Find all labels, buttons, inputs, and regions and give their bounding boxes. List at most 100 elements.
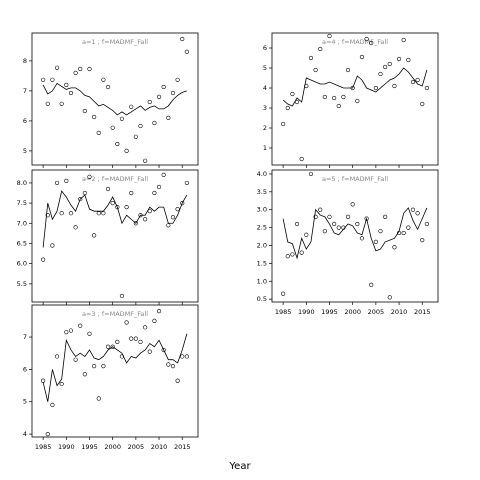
data-point bbox=[327, 33, 332, 39]
data-point bbox=[64, 330, 69, 335]
data-point bbox=[281, 291, 286, 296]
data-point bbox=[105, 344, 111, 349]
data-point bbox=[54, 354, 60, 359]
data-point bbox=[345, 67, 351, 73]
data-point bbox=[308, 171, 314, 177]
data-point bbox=[175, 77, 180, 82]
data-point bbox=[92, 233, 97, 238]
fit-line bbox=[42, 190, 188, 248]
x-tick-label: 2010 bbox=[391, 308, 408, 316]
y-tick-label: 6.5 bbox=[17, 239, 27, 247]
data-point bbox=[156, 94, 162, 99]
data-point bbox=[73, 357, 78, 362]
data-point bbox=[59, 101, 64, 106]
data-point bbox=[143, 217, 148, 222]
data-point bbox=[415, 77, 420, 83]
data-point bbox=[96, 130, 101, 135]
data-point bbox=[78, 323, 83, 328]
data-point bbox=[304, 232, 309, 237]
data-point bbox=[327, 214, 332, 219]
data-point bbox=[184, 180, 189, 186]
data-point bbox=[59, 211, 64, 216]
data-point bbox=[161, 347, 166, 353]
y-tick-label: 7 bbox=[23, 87, 27, 95]
data-point bbox=[147, 349, 152, 354]
data-point bbox=[387, 295, 392, 300]
data-point bbox=[124, 148, 129, 153]
panel-title: a=2 ; f=MADMF_Fall bbox=[82, 175, 148, 183]
y-tick-label: 5.5 bbox=[17, 280, 27, 288]
data-point bbox=[332, 221, 337, 227]
panel: a=4 ; f=MADMF_Fall 1 2 3 4 5 6 bbox=[263, 32, 439, 168]
panel-title: a=3 ; f=MADMF_Fall bbox=[82, 310, 148, 318]
data-point bbox=[156, 309, 162, 314]
panel: a=2 ; f=MADMF_Fall 5.5 6.0 6.5 7.0 7.5 8.0 bbox=[17, 169, 199, 305]
data-point bbox=[78, 66, 83, 72]
y-tick-label: 1.5 bbox=[257, 259, 267, 267]
data-point bbox=[336, 103, 341, 109]
data-point bbox=[180, 36, 185, 42]
data-point bbox=[170, 364, 176, 369]
data-point bbox=[110, 125, 115, 130]
data-point bbox=[180, 201, 185, 206]
x-tick-label: 2005 bbox=[368, 308, 385, 316]
data-point bbox=[133, 221, 138, 226]
y-tick-label: 3 bbox=[263, 104, 267, 112]
y-tick-label: 1.0 bbox=[257, 277, 267, 285]
y-tick-label: 6 bbox=[23, 365, 27, 373]
data-point bbox=[299, 250, 304, 255]
data-point bbox=[424, 85, 429, 91]
data-point bbox=[124, 205, 129, 210]
data-point bbox=[115, 141, 120, 147]
data-point bbox=[45, 213, 50, 218]
panel-title: a=5 ; f=MADMF_Fall bbox=[322, 175, 388, 183]
data-point bbox=[313, 214, 318, 219]
data-point bbox=[396, 56, 402, 62]
data-point bbox=[78, 196, 83, 202]
x-tick-label: 2005 bbox=[128, 443, 145, 451]
data-point bbox=[299, 156, 304, 162]
data-point bbox=[285, 254, 290, 259]
data-point bbox=[350, 202, 355, 207]
x-tick-label: 2015 bbox=[174, 443, 191, 451]
panel-frame bbox=[31, 304, 199, 438]
panel-title: a=1 ; f=MADMF_Fall bbox=[82, 38, 148, 46]
data-point bbox=[378, 71, 383, 77]
data-point bbox=[355, 98, 360, 104]
fit-line bbox=[282, 207, 428, 260]
data-point bbox=[175, 207, 180, 212]
panel: a=3 ; f=MADMF_Fall 4 5 6 7 1985 1990 1995 2000 20… bbox=[23, 304, 199, 451]
data-point bbox=[322, 229, 327, 234]
data-point bbox=[410, 207, 416, 212]
x-tick-label: 1990 bbox=[298, 308, 315, 316]
y-tick-label: 4 bbox=[263, 84, 267, 92]
data-point bbox=[415, 211, 420, 216]
data-point bbox=[147, 99, 152, 105]
data-point bbox=[143, 158, 148, 163]
y-tick-label: 5 bbox=[23, 147, 27, 155]
data-point bbox=[156, 184, 162, 190]
data-point bbox=[345, 214, 351, 219]
data-point bbox=[138, 123, 143, 129]
data-point bbox=[101, 77, 106, 82]
data-point bbox=[401, 230, 406, 236]
y-tick-label: 2.5 bbox=[257, 224, 267, 232]
data-point bbox=[336, 225, 341, 230]
y-tick-label: 1 bbox=[263, 144, 267, 152]
data-point bbox=[129, 104, 134, 109]
y-tick-label: 0.5 bbox=[257, 295, 267, 303]
data-point bbox=[313, 67, 318, 73]
data-point bbox=[133, 134, 138, 139]
data-point bbox=[50, 402, 55, 408]
data-point bbox=[124, 320, 129, 325]
fit-line bbox=[282, 67, 428, 107]
data-point bbox=[64, 178, 69, 183]
x-tick-label: 2015 bbox=[414, 308, 431, 316]
data-point bbox=[369, 40, 374, 46]
y-tick-label: 7 bbox=[23, 333, 27, 341]
data-point bbox=[87, 174, 92, 179]
y-tick-label: 4 bbox=[23, 430, 27, 438]
